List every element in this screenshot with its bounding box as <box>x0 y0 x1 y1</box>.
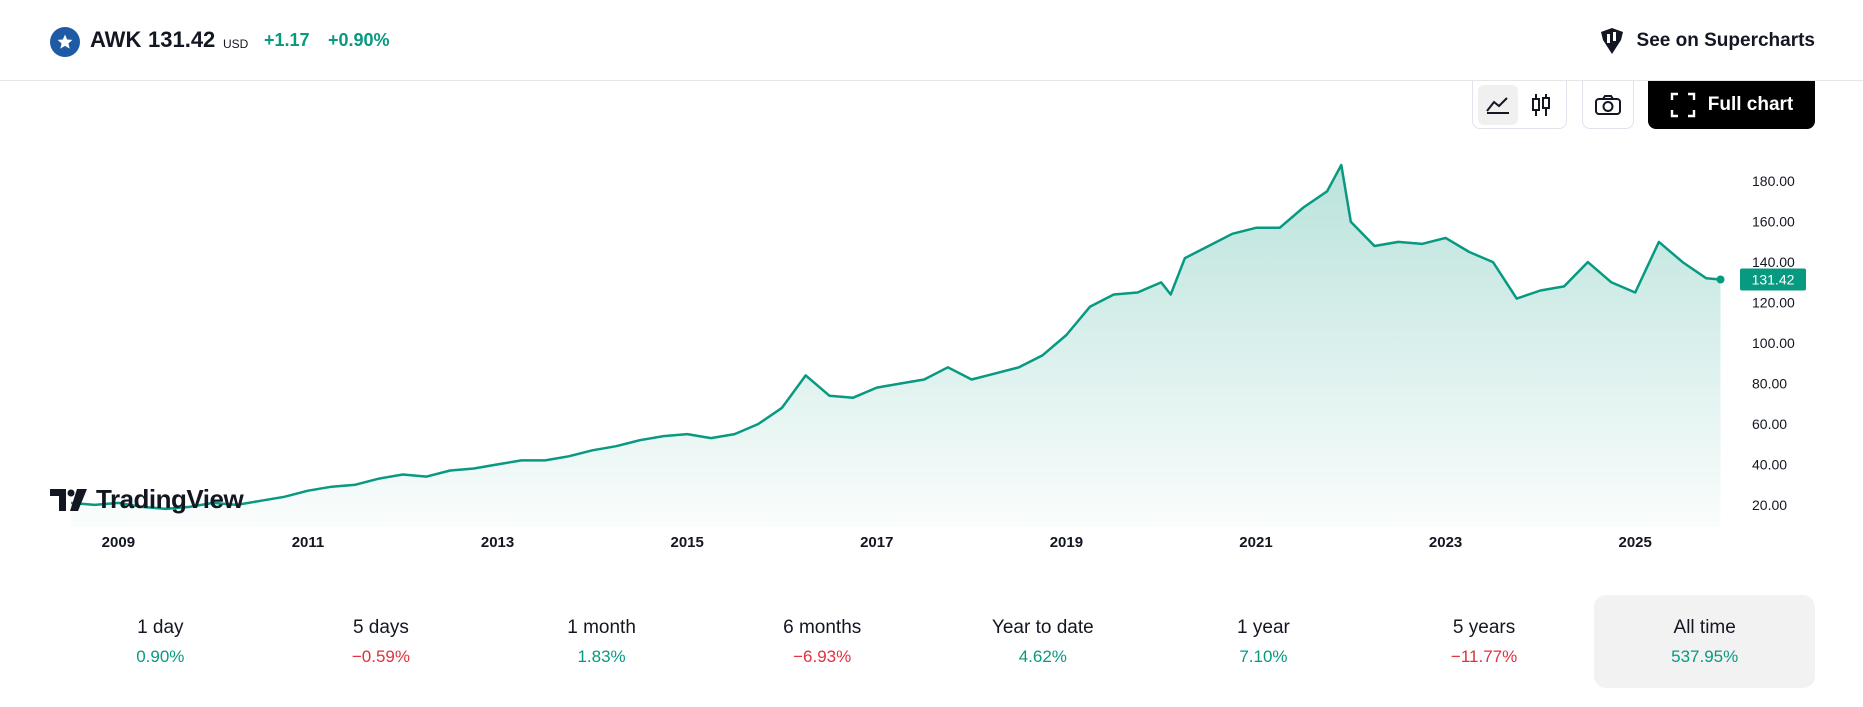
snapshot-button[interactable] <box>1582 81 1634 129</box>
period-label: Year to date <box>991 616 1094 638</box>
period-change: 7.10% <box>1239 646 1288 666</box>
y-tick-label: 100.00 <box>1752 335 1795 351</box>
fullscreen-icon <box>1670 92 1695 118</box>
y-tick-label: 160.00 <box>1752 214 1795 230</box>
period-tab[interactable]: All time 537.95% <box>1594 595 1815 688</box>
x-tick-label: 2011 <box>292 534 325 551</box>
last-price-label-text: 131.42 <box>1752 271 1795 287</box>
price-change: +1.17 <box>264 30 310 50</box>
price-line <box>70 163 1721 511</box>
performance-periods: 1 day 0.90% 5 days −0.59% 1 month 1.83% 6 mont… <box>50 595 1815 688</box>
period-tab[interactable]: 1 year 7.10% <box>1153 595 1374 688</box>
x-tick-label: 2023 <box>1429 534 1462 551</box>
period-change: −0.59% <box>351 646 410 666</box>
period-change: 537.95% <box>1671 646 1739 666</box>
period-change: 1.83% <box>577 646 626 666</box>
last-price: 131.42 <box>148 27 216 52</box>
period-change: 4.62% <box>1018 646 1067 666</box>
price-chart[interactable]: 180.00 160.00 140.00 120.00 100.00 80.00 60.00… <box>0 81 1863 561</box>
period-label: 1 day <box>137 616 184 638</box>
period-tab[interactable]: 5 days −0.59% <box>271 595 492 688</box>
tradingview-logo: TradingView <box>50 484 244 515</box>
x-tick-label: 2013 <box>481 534 514 551</box>
period-tab[interactable]: Year to date 4.62% <box>933 595 1154 688</box>
x-tick-label: 2009 <box>102 534 135 551</box>
chart-type-switcher <box>1472 81 1567 129</box>
ticker-symbol[interactable]: AWK <box>90 27 142 52</box>
y-tick-label: 120.00 <box>1752 295 1795 311</box>
x-tick-label: 2019 <box>1050 534 1083 551</box>
full-chart-label: Full chart <box>1707 94 1794 115</box>
period-change: −11.77% <box>1450 646 1518 666</box>
supercharts-label: See on Supercharts <box>1636 30 1815 51</box>
period-tab[interactable]: 5 years −11.77% <box>1374 595 1595 688</box>
period-label: 5 years <box>1452 616 1516 638</box>
tradingview-logo-icon <box>50 488 87 511</box>
period-label: 6 months <box>783 616 862 638</box>
period-change: 0.90% <box>136 646 185 666</box>
period-tab[interactable]: 6 months −6.93% <box>712 595 933 688</box>
x-tick-label: 2025 <box>1619 534 1652 551</box>
candlestick-button[interactable] <box>1521 85 1561 125</box>
tradingview-logo-text: TradingView <box>96 484 244 514</box>
period-tab[interactable]: 1 day 0.90% <box>50 595 271 688</box>
see-on-supercharts-link[interactable]: See on Supercharts <box>1597 26 1815 56</box>
area-chart-button[interactable] <box>1478 84 1519 125</box>
y-tick-label: 60.00 <box>1752 416 1787 432</box>
period-label: 1 month <box>567 616 636 638</box>
period-tab[interactable]: 1 month 1.83% <box>491 595 712 688</box>
camera-icon <box>1595 94 1621 115</box>
period-change: −6.93% <box>793 646 852 666</box>
period-label: 1 year <box>1237 616 1290 638</box>
x-tick-label: 2017 <box>860 534 893 551</box>
price-change-percent: +0.90% <box>328 30 390 50</box>
star-icon <box>50 27 80 57</box>
y-tick-label: 140.00 <box>1752 254 1795 270</box>
y-tick-label: 80.00 <box>1752 376 1787 392</box>
price-area-fill <box>71 165 1721 527</box>
y-tick-label: 40.00 <box>1752 456 1787 472</box>
area-chart-icon <box>1486 96 1510 114</box>
currency-label: USD <box>223 37 249 51</box>
x-tick-label: 2015 <box>670 534 703 551</box>
supercharts-icon <box>1600 28 1623 54</box>
last-price-dot <box>1716 275 1725 284</box>
period-label: 5 days <box>352 616 409 638</box>
y-tick-label: 20.00 <box>1752 497 1787 513</box>
last-price-label: 131.42 <box>1740 268 1806 291</box>
period-label: All time <box>1673 616 1736 638</box>
symbol-header: AWK 131.42 USD +1.17 +0.90% See on Super… <box>0 0 1863 81</box>
full-chart-button[interactable]: Full chart <box>1648 81 1815 129</box>
y-tick-label: 180.00 <box>1752 173 1795 189</box>
candlestick-icon <box>1531 93 1550 116</box>
x-tick-label: 2021 <box>1239 534 1272 551</box>
